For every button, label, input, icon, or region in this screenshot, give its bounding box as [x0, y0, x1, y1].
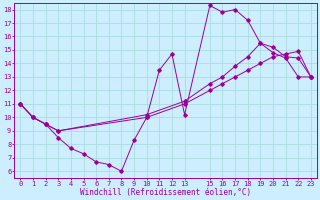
X-axis label: Windchill (Refroidissement éolien,°C): Windchill (Refroidissement éolien,°C)	[80, 188, 251, 197]
